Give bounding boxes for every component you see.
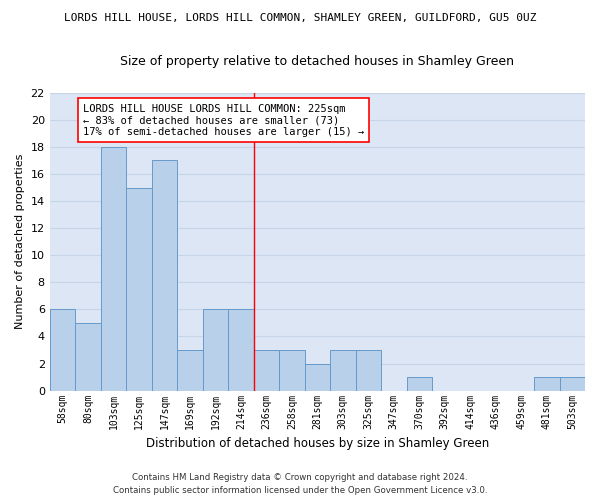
Bar [177, 350, 203, 391]
Bar [101, 147, 126, 390]
Text: LORDS HILL HOUSE LORDS HILL COMMON: 225sqm
← 83% of detached houses are smaller : LORDS HILL HOUSE LORDS HILL COMMON: 225s… [83, 104, 364, 137]
Text: Contains HM Land Registry data © Crown copyright and database right 2024.
Contai: Contains HM Land Registry data © Crown c… [113, 474, 487, 495]
Bar [330, 350, 356, 391]
Bar [75, 323, 101, 390]
Bar [203, 310, 228, 390]
Y-axis label: Number of detached properties: Number of detached properties [15, 154, 25, 330]
Bar [126, 188, 152, 390]
Bar [305, 364, 330, 390]
Bar [152, 160, 177, 390]
Bar [560, 377, 585, 390]
Bar [50, 310, 75, 390]
Bar [356, 350, 381, 391]
Bar [254, 350, 279, 391]
Bar [279, 350, 305, 391]
Bar [228, 310, 254, 390]
Text: LORDS HILL HOUSE, LORDS HILL COMMON, SHAMLEY GREEN, GUILDFORD, GU5 0UZ: LORDS HILL HOUSE, LORDS HILL COMMON, SHA… [64, 12, 536, 22]
Bar [534, 377, 560, 390]
X-axis label: Distribution of detached houses by size in Shamley Green: Distribution of detached houses by size … [146, 437, 489, 450]
Bar [407, 377, 432, 390]
Title: Size of property relative to detached houses in Shamley Green: Size of property relative to detached ho… [121, 55, 514, 68]
